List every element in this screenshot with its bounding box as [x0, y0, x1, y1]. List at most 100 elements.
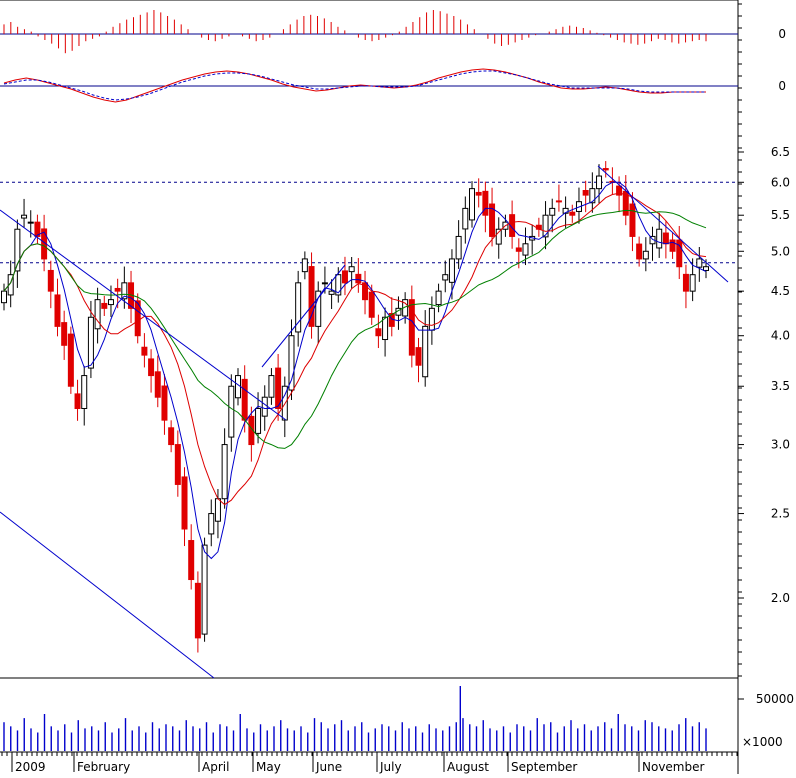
- candle-up: [221, 444, 228, 500]
- price-tick-label: 2.5: [771, 507, 790, 521]
- candle-down: [362, 282, 369, 301]
- candle-up: [21, 214, 28, 219]
- candle-up: [589, 188, 596, 204]
- candle-down: [676, 239, 683, 268]
- x-axis-label: November: [642, 760, 704, 774]
- candle-down: [482, 190, 489, 216]
- trend-line-downtrend: [0, 209, 287, 421]
- candle-down: [148, 358, 155, 377]
- candle-up: [542, 214, 549, 238]
- candle-up: [495, 228, 502, 245]
- x-axis-label: April: [202, 760, 229, 774]
- candle-down: [489, 203, 496, 237]
- price-tick-label: 6.5: [771, 145, 790, 159]
- candle-up: [348, 266, 355, 273]
- candle-down: [67, 333, 74, 387]
- candle-down: [341, 270, 348, 284]
- candle-down: [555, 200, 562, 203]
- candle-up: [448, 258, 455, 283]
- candle-down: [47, 269, 54, 292]
- candle-up: [696, 258, 703, 268]
- candle-up: [235, 375, 241, 399]
- candle-down: [194, 582, 201, 639]
- x-axis-label: June: [315, 760, 342, 774]
- candle-down: [101, 302, 108, 309]
- x-axis-label: September: [511, 760, 577, 774]
- candle-down: [509, 214, 516, 237]
- candle-down: [669, 239, 676, 252]
- candle-down: [662, 232, 669, 245]
- candle-up: [201, 544, 208, 635]
- candle-down: [74, 393, 81, 410]
- volume-unit-label: ×1000: [742, 735, 783, 749]
- candle-up: [315, 290, 322, 327]
- candle-down: [355, 273, 362, 284]
- x-axis-label: August: [447, 760, 489, 774]
- candle-up: [422, 325, 429, 378]
- candle-up: [428, 307, 435, 331]
- candle-up: [87, 316, 94, 369]
- candle-down: [248, 415, 255, 446]
- candle-up: [288, 335, 295, 391]
- candle-up: [335, 274, 342, 296]
- candle-up: [214, 498, 221, 522]
- candle-down: [134, 300, 141, 337]
- candle-up: [121, 282, 128, 300]
- price-tick-label: 4.0: [771, 329, 790, 343]
- price-tick-label: 2.0: [771, 591, 790, 605]
- x-axis-label: July: [379, 760, 402, 774]
- volume-axis-label: 50000: [756, 692, 794, 706]
- macd-signal-line: [3, 70, 706, 101]
- candle-up: [14, 228, 21, 272]
- candle-up: [81, 375, 88, 410]
- price-tick-label: 5.0: [771, 244, 790, 258]
- candle-up: [107, 299, 114, 306]
- candle-down: [375, 328, 382, 337]
- candle-up: [382, 316, 389, 341]
- candle-up: [295, 282, 302, 333]
- candle-down: [515, 247, 522, 252]
- candle-down: [415, 347, 422, 366]
- candle-down: [582, 190, 589, 196]
- candle-up: [208, 513, 215, 535]
- candle-up: [94, 299, 101, 330]
- candle-up: [301, 258, 308, 273]
- candle-up: [703, 266, 709, 271]
- candle-down: [616, 185, 623, 196]
- candle-down: [154, 371, 161, 398]
- candle-up: [689, 274, 696, 292]
- candle-up: [642, 250, 649, 260]
- candle-down: [34, 221, 41, 237]
- candle-up: [27, 221, 34, 224]
- trend-line-recent-down: [597, 165, 729, 283]
- x-axis-label: 2009: [15, 760, 46, 774]
- candle-up: [562, 207, 569, 214]
- candle-up: [1, 290, 7, 304]
- x-axis-label: February: [77, 760, 130, 774]
- candle-up: [228, 385, 235, 438]
- price-tick-label: 5.5: [771, 208, 790, 222]
- moving-average-blue: [3, 181, 707, 560]
- candle-down: [636, 243, 643, 260]
- macd-lines-zero-label: 0: [778, 79, 786, 93]
- x-axis-label: May: [256, 760, 281, 774]
- candle-down: [475, 191, 482, 196]
- candle-down: [368, 291, 375, 318]
- candle-down: [174, 444, 181, 485]
- macd-zero-label: 0: [778, 27, 786, 41]
- candle-up: [442, 274, 449, 281]
- moving-average-red: [3, 192, 707, 506]
- candle-up: [522, 243, 529, 256]
- candle-down: [61, 322, 68, 346]
- candle-up: [268, 375, 275, 398]
- price-tick-label: 3.0: [771, 438, 790, 452]
- candle-up: [462, 207, 469, 230]
- candle-down: [308, 266, 315, 327]
- candle-up: [321, 282, 328, 285]
- candle-down: [114, 287, 121, 292]
- trend-channel-lower: [0, 511, 215, 679]
- candle-up: [328, 290, 335, 295]
